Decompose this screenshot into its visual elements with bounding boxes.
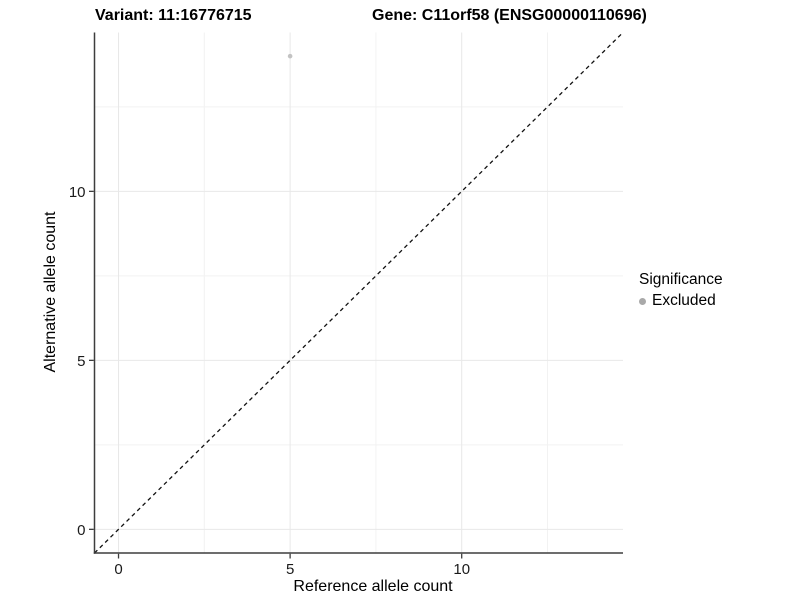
y-tick-label: 10 — [69, 184, 86, 201]
gene-title: Gene: C11orf58 (ENSG00000110696) — [372, 7, 647, 24]
y-tick-label: 5 — [77, 353, 85, 370]
legend-key-dot — [639, 297, 646, 305]
x-tick-label: 0 — [114, 561, 122, 578]
legend-item-excluded: Excluded — [639, 292, 723, 310]
y-tick-label: 0 — [77, 522, 85, 539]
legend-title: Significance — [639, 271, 723, 288]
x-axis-title: Reference allele count — [293, 578, 453, 595]
y-axis-title: Alternative allele count — [42, 211, 59, 373]
x-tick-label: 10 — [453, 561, 470, 578]
variant-title: Variant: 11:16776715 — [95, 7, 252, 24]
identity-dashed-line — [94, 32, 624, 554]
data-point — [287, 53, 293, 59]
legend-item-label: Excluded — [652, 292, 716, 309]
x-tick-label: 5 — [286, 561, 294, 578]
legend: Significance Excluded — [639, 271, 723, 310]
